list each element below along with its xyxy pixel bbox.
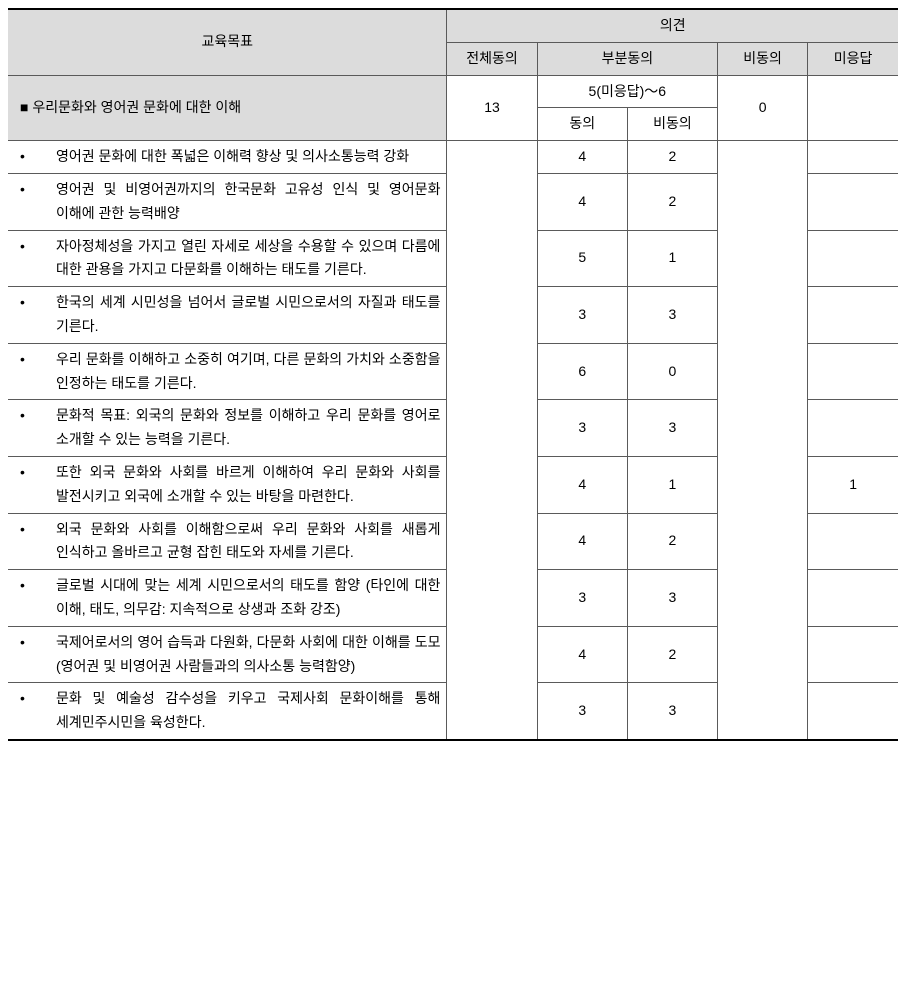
row-disagree: 1 [627,456,717,513]
row-agree: 5 [537,230,627,287]
col-disagree-blank [718,141,808,740]
row-disagree: 2 [627,626,717,683]
row-disagree: 2 [627,141,717,174]
row-no-response [808,513,898,570]
row-agree: 4 [537,626,627,683]
row-disagree: 2 [627,173,717,230]
row-text: 문화적 목표: 외국의 문화와 정보를 이해하고 우리 문화를 영어로 소개할 … [8,400,447,457]
row-agree: 4 [537,456,627,513]
row-text: 글로벌 시대에 맞는 세계 시민으로서의 태도를 함양 (타인에 대한 이해, … [8,570,447,627]
row-disagree: 3 [627,287,717,344]
row-agree: 3 [537,570,627,627]
row-no-response [808,626,898,683]
row-disagree: 3 [627,683,717,740]
row-disagree: 3 [627,570,717,627]
section-full-agree: 13 [447,75,537,141]
row-text: 외국 문화와 사회를 이해함으로써 우리 문화와 사회를 새롭게 인식하고 올바… [8,513,447,570]
row-text: 자아정체성을 가지고 열린 자세로 세상을 수용할 수 있으며 다름에 대한 관… [8,230,447,287]
row-text: 영어권 및 비영어권까지의 한국문화 고유성 인식 및 영어문화 이해에 관한 … [8,173,447,230]
row-disagree: 1 [627,230,717,287]
header-no-response: 미응답 [808,42,898,75]
row-agree: 3 [537,683,627,740]
row-agree: 3 [537,287,627,344]
section-title: 우리문화와 영어권 문화에 대한 이해 [8,75,447,141]
row-agree: 4 [537,141,627,174]
opinion-table: 교육목표 의견 전체동의 부분동의 비동의 미응답 우리문화와 영어권 문화에 … [8,8,898,741]
row-text: 영어권 문화에 대한 폭넓은 이해력 향상 및 의사소통능력 강화 [8,141,447,174]
row-no-response [808,683,898,740]
row-agree: 4 [537,513,627,570]
row-agree: 3 [537,400,627,457]
row-disagree: 2 [627,513,717,570]
row-no-response [808,287,898,344]
row-no-response [808,230,898,287]
row-no-response [808,173,898,230]
subheader-disagree: 비동의 [627,108,717,141]
row-disagree: 3 [627,400,717,457]
subheader-partial-range: 5(미응답)～6 [537,75,717,108]
row-agree: 4 [537,173,627,230]
section-disagree: 0 [718,75,808,141]
row-no-response [808,141,898,174]
header-opinion: 의견 [447,9,898,42]
subheader-agree: 동의 [537,108,627,141]
row-no-response [808,400,898,457]
row-text: 국제어로서의 영어 습득과 다원화, 다문화 사회에 대한 이해를 도모(영어권… [8,626,447,683]
header-full-agree: 전체동의 [447,42,537,75]
col-full-agree-blank [447,141,537,740]
row-no-response [808,570,898,627]
row-text: 우리 문화를 이해하고 소중히 여기며, 다른 문화의 가치와 소중함을 인정하… [8,343,447,400]
row-no-response: 1 [808,456,898,513]
header-partial-agree: 부분동의 [537,42,717,75]
row-text: 문화 및 예술성 감수성을 키우고 국제사회 문화이해를 통해 세계민주시민을 … [8,683,447,740]
row-no-response [808,343,898,400]
row-disagree: 0 [627,343,717,400]
row-text: 또한 외국 문화와 사회를 바르게 이해하여 우리 문화와 사회를 발전시키고 … [8,456,447,513]
row-text: 한국의 세계 시민성을 넘어서 글로벌 시민으로서의 자질과 태도를 기른다. [8,287,447,344]
header-goal: 교육목표 [8,9,447,75]
header-disagree: 비동의 [718,42,808,75]
section-no-response [808,75,898,141]
row-agree: 6 [537,343,627,400]
